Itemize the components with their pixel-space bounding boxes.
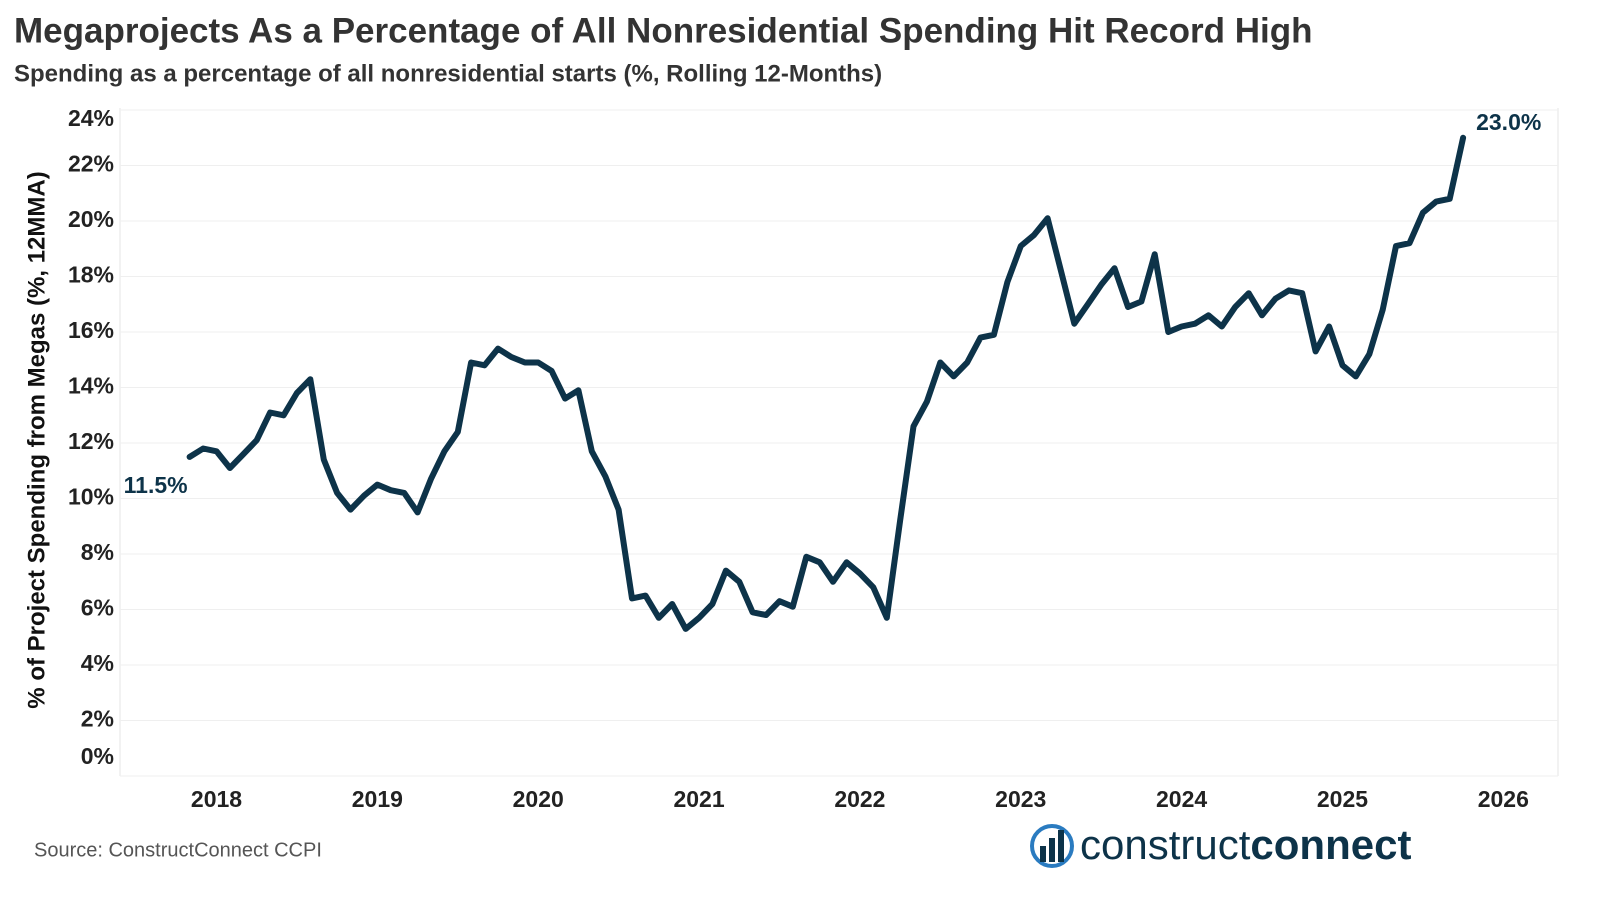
x-tick-label: 2019: [352, 786, 403, 812]
source-note: Source: ConstructConnect CCPI: [34, 839, 322, 861]
logo-icon: [1030, 824, 1074, 868]
logo-light: construct: [1080, 821, 1251, 868]
data-label: 23.0%: [1476, 109, 1541, 135]
chart-subtitle: Spending as a percentage of all nonresid…: [14, 60, 882, 87]
logo-icon: [1058, 830, 1064, 862]
data-line: [186, 134, 1467, 632]
x-tick-label: 2024: [1156, 786, 1207, 812]
logo: constructconnect: [1030, 821, 1411, 868]
logo-bold: connect: [1250, 821, 1411, 868]
y-tick-label: 20%: [68, 206, 114, 232]
x-tick-label: 2025: [1317, 786, 1368, 812]
x-tick-label: 2026: [1478, 786, 1529, 812]
y-tick-label: 24%: [68, 105, 114, 131]
y-tick-label: 10%: [68, 484, 114, 510]
logo-text: constructconnect: [1080, 821, 1411, 868]
y-tick-label: 4%: [81, 650, 114, 676]
x-tick-label: 2018: [191, 786, 242, 812]
chart-title: Megaprojects As a Percentage of All Nonr…: [14, 11, 1312, 50]
logo-icon: [1049, 838, 1055, 862]
x-tick-label: 2022: [834, 786, 885, 812]
x-tick-label: 2020: [513, 786, 564, 812]
y-tick-label: 6%: [81, 595, 114, 621]
y-tick-label: 2%: [81, 706, 114, 732]
y-tick-label: 18%: [68, 262, 114, 288]
y-tick-label: 16%: [68, 317, 114, 343]
y-tick-label: 12%: [68, 428, 114, 454]
y-tick-label: 0%: [81, 743, 114, 769]
data-label: 11.5%: [124, 472, 188, 498]
y-tick-label: 14%: [68, 373, 114, 399]
x-tick-label: 2021: [673, 786, 724, 812]
logo-icon: [1040, 846, 1046, 862]
x-tick-label: 2023: [995, 786, 1046, 812]
y-axis-label: % of Project Spending from Megas (%, 12M…: [23, 171, 50, 708]
y-tick-label: 8%: [81, 539, 114, 565]
y-tick-label: 22%: [68, 151, 114, 177]
